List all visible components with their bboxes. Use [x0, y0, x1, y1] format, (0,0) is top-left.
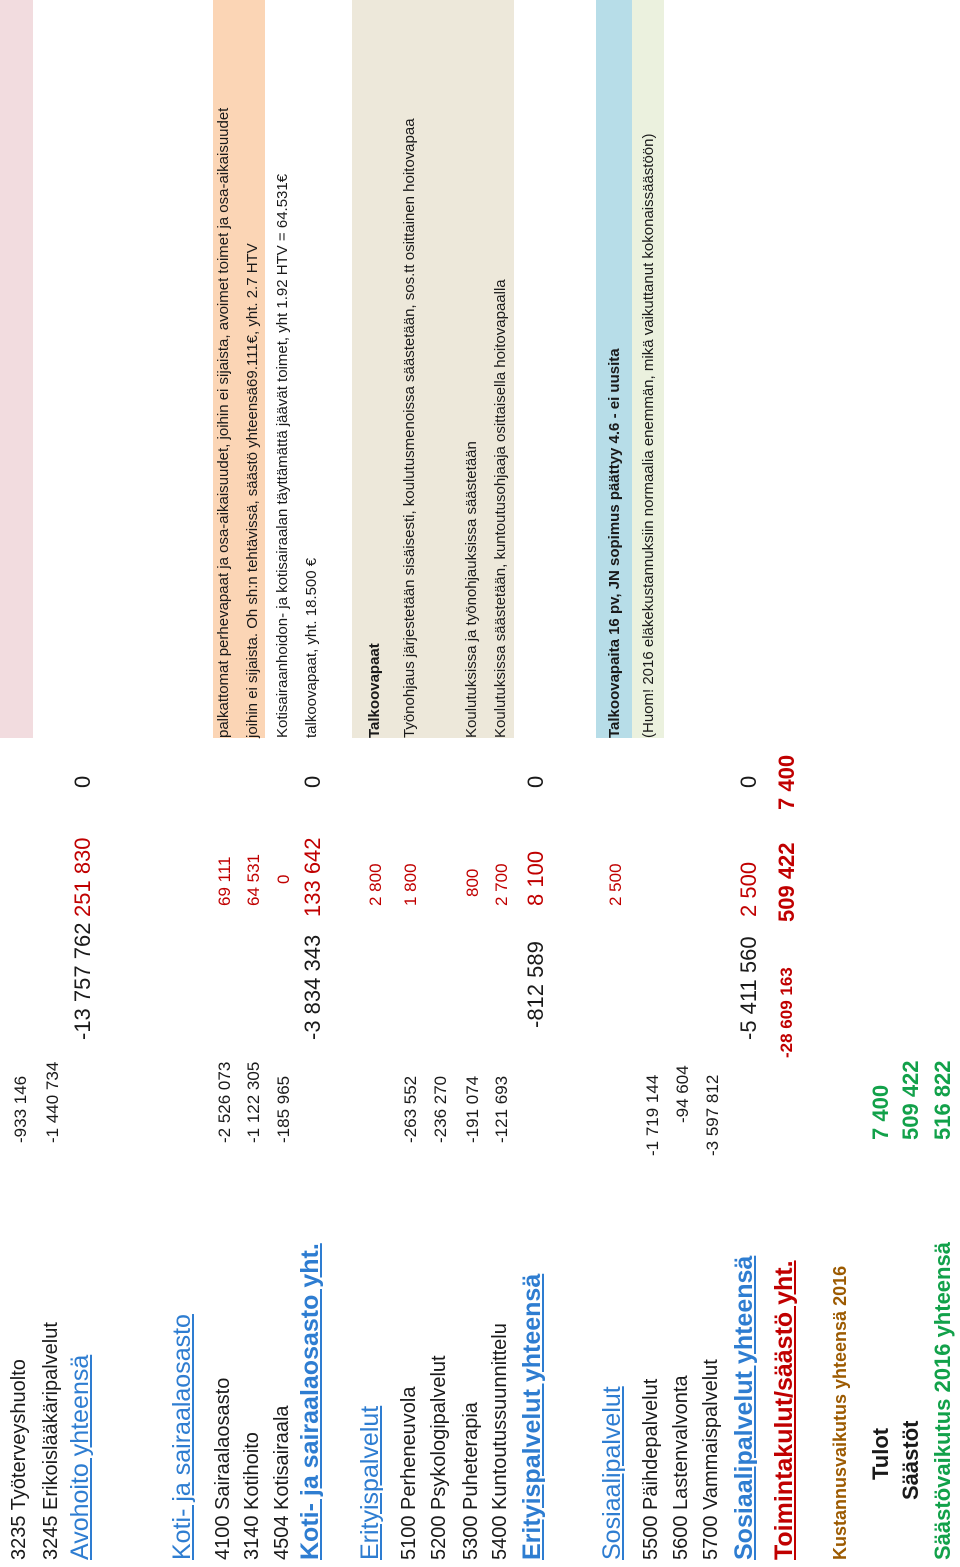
- total-value-avohoito: -13 757 762: [70, 922, 95, 1040]
- section-header-erityis: Erityispalvelut: [356, 1405, 384, 1560]
- grand-total-extra: 7 400: [774, 754, 799, 810]
- row-note-kuntoutussuunnittelu: Koulutuksissa säästetään, kuntoutusohjaa…: [492, 279, 509, 738]
- row-note-puheterapia: Koulutuksissa ja työnohjauksissa säästet…: [463, 441, 480, 738]
- section-total-koti: Koti- ja sairaalaosasto yht.: [296, 1243, 324, 1560]
- row-note-paihdepalvelut: Talkoovapaita 16 pv, JN sopimus päättyy …: [606, 348, 623, 738]
- row-saving-kotihoito: 64 531: [244, 854, 263, 906]
- row-value-erikoislaakaripalvelut: -1 440 734: [43, 1061, 62, 1143]
- row-label-perheneuvola: 5100 Perheneuvola: [398, 1386, 420, 1560]
- row-value-lastenvalvonta: -94 604: [673, 1065, 692, 1123]
- section-total-avohoito: Avohoito yhteensä: [66, 1354, 94, 1560]
- section-header-koti: Koti- ja sairaalaosasto: [168, 1314, 196, 1560]
- row-value-psykologipalvelut: -236 270: [431, 1075, 450, 1143]
- row-value-perheneuvola: -263 552: [401, 1075, 420, 1143]
- summary-tulot-label: Tulot: [868, 1427, 893, 1480]
- total-saving-koti: 133 642: [300, 837, 325, 917]
- row-saving-kuntoutussuunnittelu: 2 700: [492, 863, 511, 906]
- row-value-kotihoito: -1 122 305: [244, 1061, 263, 1143]
- row-saving-sairaalaosasto: 69 111: [215, 856, 234, 906]
- row-label-vammaispalvelut: 5700 Vammaispalvelut: [700, 1359, 722, 1560]
- row-note-lastenvalvonta: (Huom! 2016 eläkekustannuksiin normaalia…: [640, 133, 657, 739]
- row-label-lastenvalvonta: 5600 Lastenvalvonta: [670, 1375, 692, 1560]
- band-blue: [596, 0, 632, 738]
- band-green: [632, 0, 664, 738]
- total-zero-sosiaali: 0: [736, 775, 761, 788]
- total-value-erityis: -812 589: [523, 941, 548, 1028]
- grand-total-saving: 509 422: [774, 842, 799, 922]
- total-note-koti: talkoovapaat, yht. 18.500 €: [303, 557, 320, 738]
- summary-title: Kustannusvaikutus yhteensä 2016: [830, 1265, 850, 1560]
- row-value-puheterapia: -191 074: [463, 1075, 482, 1143]
- total-zero-avohoito: 0: [70, 775, 95, 788]
- note-title-talkoovapaat: Talkoovapaat: [366, 643, 383, 738]
- band-pink: [0, 0, 33, 738]
- total-zero-erityis: 0: [523, 775, 548, 788]
- row-saving-perheneuvola: 1 800: [401, 863, 420, 906]
- summary-tulot-value: 7 400: [868, 1084, 893, 1140]
- band-peach: [213, 0, 265, 738]
- row-label-tyoterveyshuolto: 3235 Työterveyshuolto: [8, 1359, 30, 1560]
- header-saving-erityis: 2 800: [366, 863, 385, 906]
- grand-total-value: -28 609 163: [777, 967, 796, 1058]
- row-value-vammaispalvelut: -3 597 812: [703, 1074, 722, 1156]
- row-note-kotihoito: joihin ei sijaista. Oh sh:n tehtävissä, …: [244, 243, 261, 738]
- row-label-psykologipalvelut: 5200 Psykologipalvelut: [428, 1355, 450, 1560]
- row-label-paihdepalvelut: 5500 Päihdepalvelut: [640, 1378, 662, 1560]
- row-value-kotisairaala: -185 965: [274, 1075, 293, 1143]
- total-value-koti: -3 834 343: [300, 934, 325, 1040]
- row-label-kotihoito: 3140 Kotihoito: [241, 1432, 263, 1560]
- row-label-erikoislaakaripalvelut: 3245 Erikoislääkäripalvelut: [40, 1322, 62, 1560]
- row-saving-kotisairaala: 0: [274, 874, 293, 884]
- row-label-kuntoutussuunnittelu: 5400 Kuntoutussuunnittelu: [489, 1323, 511, 1560]
- total-value-sosiaali: -5 411 560: [736, 936, 761, 1040]
- row-value-tyoterveyshuolto: -933 146: [11, 1075, 30, 1143]
- band-beige: [352, 0, 514, 738]
- row-note-sairaalaosasto: palkattomat perhevapaat ja osa-aikaisuud…: [215, 107, 232, 738]
- row-label-puheterapia: 5300 Puheterapia: [460, 1402, 482, 1560]
- row-label-kotisairaala: 4504 Kotisairaala: [271, 1405, 293, 1560]
- row-saving-paihdepalvelut: 2 500: [606, 863, 625, 906]
- row-note-perheneuvola: Työnohjaus järjestetään sisäisesti, koul…: [401, 118, 418, 738]
- grand-total-label: Toimintakulut/säästö yht.: [770, 1260, 798, 1560]
- section-total-sosiaali: Sosiaalipalvelut yhteensä: [730, 1255, 758, 1560]
- section-header-sosiaali: Sosiaalipalvelut: [598, 1386, 626, 1560]
- summary-total-value: 516 822: [930, 1060, 955, 1140]
- total-saving-erityis: 8 100: [523, 850, 548, 906]
- row-value-paihdepalvelut: -1 719 144: [643, 1074, 662, 1156]
- section-total-erityis: Erityispalvelut yhteensä: [518, 1273, 546, 1560]
- row-saving-puheterapia: 800: [463, 868, 482, 897]
- row-value-kuntoutussuunnittelu: -121 693: [492, 1075, 511, 1143]
- row-note-kotisairaala: Kotisairaanhoidon- ja kotisairaalan täyt…: [274, 173, 291, 738]
- row-value-sairaalaosasto: -2 526 073: [215, 1061, 234, 1143]
- summary-saastot-value: 509 422: [898, 1060, 923, 1140]
- total-saving-sosiaali: 2 500: [736, 861, 761, 917]
- summary-saastot-label: Säästöt: [898, 1420, 923, 1500]
- total-saving-avohoito: 251 830: [70, 837, 95, 917]
- total-zero-koti: 0: [300, 775, 325, 788]
- row-label-sairaalaosasto: 4100 Sairaalaosasto: [212, 1377, 234, 1560]
- summary-total-label: Säästövaikutus 2016 yhteensä: [930, 1242, 955, 1560]
